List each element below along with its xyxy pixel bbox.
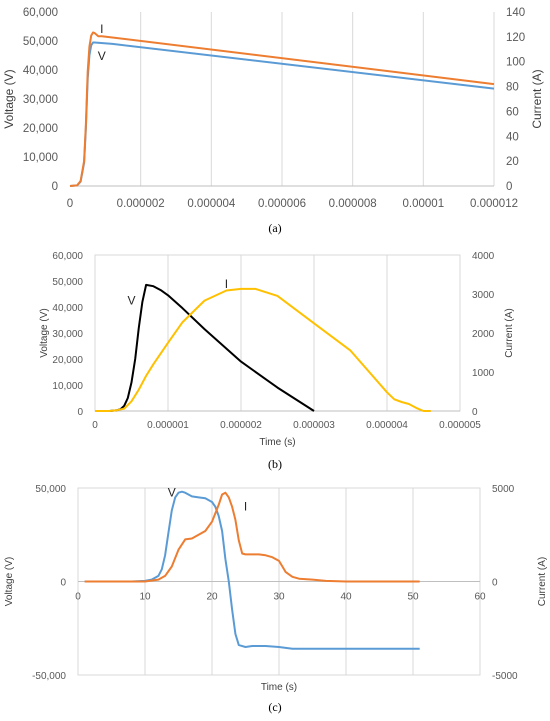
y2-tick-label: 0 (506, 181, 512, 193)
x-tick-label: 40 (340, 592, 352, 603)
y-tick-label: 10,000 (52, 381, 83, 392)
chart-b: 0 0.000001 0.000002 0.000003 0.000004 0.00000… (39, 251, 515, 471)
series-line-i (69, 31, 495, 187)
y2-tick-label: 20 (506, 156, 519, 168)
y-axis-title: Voltage (V) (4, 557, 15, 606)
y2-tick-label: 140 (506, 7, 525, 19)
series-label-i: I (244, 499, 247, 513)
y2-tick-label: 1000 (472, 368, 495, 379)
y2-tick-label: 120 (506, 32, 525, 44)
y2-axis-title: Current (A) (504, 308, 515, 357)
y2-tick-label: 2000 (472, 329, 495, 340)
y-tick-label: 60,000 (23, 7, 58, 19)
figure-caption: (c) (268, 700, 281, 714)
y2-tick-label: 3000 (472, 290, 495, 301)
series-label-v: V (168, 485, 176, 499)
y-tick-label: 30,000 (23, 94, 58, 106)
y2-tick-label: 0 (472, 407, 478, 418)
x-tick-label: 0 (75, 592, 81, 603)
x-tick-label: 0.000012 (470, 198, 518, 210)
series-line-i (95, 287, 431, 412)
y2-axis-title: Current (A) (530, 69, 544, 128)
figure-caption: (a) (268, 221, 281, 235)
y-tick-label: 50,000 (35, 484, 66, 495)
x-tick-label: 0 (92, 420, 98, 431)
y2-tick-label: 5000 (492, 484, 515, 495)
x-tick-label: 10 (139, 592, 151, 603)
x-tick-label: 50 (407, 592, 419, 603)
x-axis-title: Time (s) (261, 682, 297, 693)
y-tick-label: 40,000 (52, 303, 83, 314)
x-tick-label: 0.000008 (329, 198, 377, 210)
y-axis-title: Voltage (V) (2, 69, 16, 128)
y2-tick-label: 4000 (472, 251, 495, 262)
y-tick-label: 0 (52, 181, 58, 193)
y-tick-label: 0 (60, 578, 66, 589)
x-tick-label: 0.000005 (439, 420, 481, 431)
series-line-i (84, 491, 420, 583)
y-tick-label: 20,000 (52, 355, 83, 366)
x-tick-label: 0.000002 (117, 198, 165, 210)
figure-caption: (b) (268, 457, 282, 471)
series-label-v: V (98, 49, 106, 63)
series-label-i: I (225, 277, 228, 291)
chart-c: 0 10 20 30 40 50 60 -50,000 0 50,000 -5000 0 5000 Vol… (4, 484, 548, 714)
x-tick-label: 0.00001 (403, 198, 445, 210)
y-tick-label: 0 (77, 407, 83, 418)
y-tick-label: 10,000 (23, 152, 58, 164)
series-label-i: I (100, 22, 103, 36)
y2-axis-title: Current (A) (537, 557, 548, 606)
series-line-v (84, 490, 420, 650)
y-tick-label: 60,000 (52, 251, 83, 262)
y-axis-title: Voltage (V) (39, 308, 50, 357)
x-tick-label: 20 (206, 592, 218, 603)
y2-tick-label: 0 (492, 578, 498, 589)
y-tick-label: 20,000 (23, 123, 58, 135)
x-tick-label: 0 (67, 198, 73, 210)
y-tick-label: 50,000 (52, 277, 83, 288)
series-label-v: V (127, 293, 135, 307)
chart-a: 0 0.000002 0.000004 0.000006 0.000008 0.00001… (2, 7, 544, 235)
y2-tick-label: 60 (506, 106, 519, 118)
x-tick-label: 0.000004 (187, 198, 236, 210)
y2-tick-label: 100 (506, 57, 525, 69)
x-tick-label: 0.000003 (293, 420, 335, 431)
x-tick-label: 0.000006 (258, 198, 306, 210)
x-tick-label: 30 (273, 592, 285, 603)
y-tick-label: 40,000 (23, 65, 58, 77)
x-axis-title: Time (s) (259, 437, 295, 448)
x-tick-label: 0.000004 (366, 420, 408, 431)
y-tick-label: -50,000 (32, 671, 66, 682)
y2-tick-label: -5000 (492, 671, 518, 682)
y2-tick-label: 40 (506, 131, 519, 143)
x-tick-label: 0.000002 (220, 420, 262, 431)
y-tick-label: 50,000 (23, 36, 58, 48)
y2-tick-label: 80 (506, 82, 519, 94)
y-tick-label: 30,000 (52, 329, 83, 340)
x-tick-label: 0.000001 (147, 420, 189, 431)
x-tick-label: 60 (474, 592, 486, 603)
